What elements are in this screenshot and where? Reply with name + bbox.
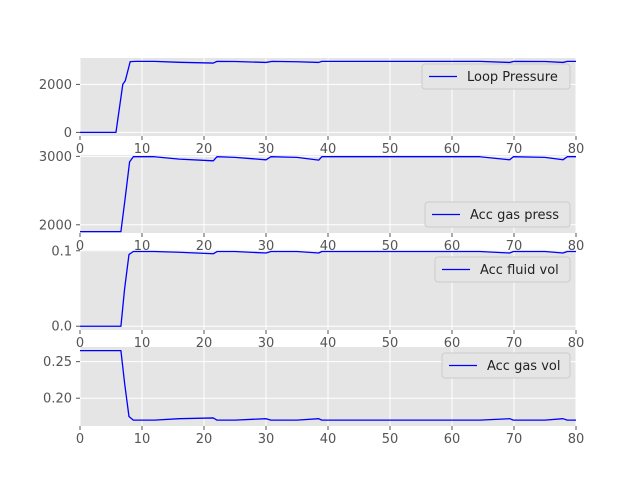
legend-label: Loop Pressure — [467, 70, 558, 85]
x-tick-label: 60 — [444, 432, 461, 447]
legend: Acc gas press — [424, 201, 571, 228]
legend-label: Acc gas vol — [487, 359, 560, 374]
x-tick-label: 0 — [76, 239, 84, 254]
legend-label: Acc fluid vol — [480, 263, 559, 278]
x-tick-label: 50 — [382, 432, 399, 447]
y-tick-label: 2000 — [39, 218, 72, 233]
y-tick-label: 0.20 — [43, 392, 72, 407]
series-line — [80, 156, 576, 233]
series-line — [80, 60, 576, 134]
x-tick-label: 30 — [258, 142, 275, 157]
legend-box — [424, 201, 571, 228]
legend-box — [441, 352, 571, 379]
y-tick-label: 3000 — [39, 150, 72, 165]
legend: Acc gas vol — [441, 352, 571, 379]
y-tick-label: 2000 — [39, 78, 72, 93]
x-tick-label: 30 — [258, 432, 275, 447]
x-tick-label: 80 — [568, 432, 585, 447]
x-tick-label: 20 — [196, 432, 213, 447]
series-line — [80, 250, 576, 327]
x-tick-label: 10 — [134, 432, 151, 447]
x-tick-label: 60 — [444, 142, 461, 157]
x-tick-label: 70 — [506, 432, 523, 447]
x-tick-label: 10 — [134, 142, 151, 157]
y-tick-label: 0.25 — [43, 355, 72, 370]
y-tick-label: 0.0 — [51, 320, 72, 335]
legend-box — [434, 256, 571, 283]
legend: Acc fluid vol — [434, 256, 571, 283]
subplot-4: 0 10 20 30 40 50 60 70 80 0.20 0.25 Acc gas vol — [43, 347, 584, 447]
x-tick-label: 0 — [76, 336, 84, 351]
x-tick-label: 0 — [76, 142, 84, 157]
legend: Loop Pressure — [421, 63, 571, 90]
y-tick-label: 0 — [64, 126, 72, 141]
subplot-1: 0 10 20 30 40 50 60 70 80 0 2000 Loop Pressure — [39, 58, 584, 157]
x-tick-label: 20 — [196, 142, 213, 157]
x-tick-label: 80 — [568, 142, 585, 157]
x-tick-label: 40 — [320, 142, 337, 157]
x-tick-label: 50 — [382, 142, 399, 157]
x-tick-label: 70 — [506, 142, 523, 157]
x-tick-label: 40 — [320, 432, 337, 447]
legend-box — [421, 63, 571, 90]
y-tick-label: 0.1 — [51, 244, 72, 259]
legend-label: Acc gas press — [470, 208, 559, 223]
series-line — [80, 350, 576, 421]
x-tick-label: 0 — [76, 432, 84, 447]
